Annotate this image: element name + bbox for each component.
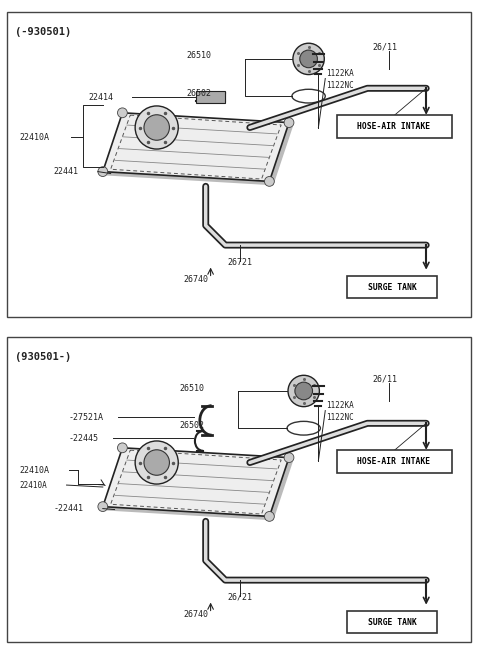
Polygon shape	[107, 452, 293, 520]
Circle shape	[264, 512, 274, 521]
Text: 22410A: 22410A	[20, 133, 49, 142]
Text: 22414: 22414	[88, 93, 113, 102]
Polygon shape	[103, 448, 289, 516]
Circle shape	[295, 382, 312, 400]
Circle shape	[98, 502, 108, 512]
Text: (930501-): (930501-)	[14, 351, 71, 362]
Circle shape	[118, 108, 127, 118]
FancyBboxPatch shape	[337, 115, 452, 138]
Circle shape	[144, 450, 169, 475]
Text: SURGE TANK: SURGE TANK	[368, 283, 416, 292]
Polygon shape	[107, 117, 293, 185]
Text: 22441: 22441	[54, 167, 79, 176]
Text: 26502: 26502	[179, 420, 204, 430]
Circle shape	[98, 167, 108, 177]
Text: 26/11: 26/11	[372, 42, 397, 51]
FancyBboxPatch shape	[337, 450, 452, 473]
Circle shape	[293, 43, 324, 75]
Text: 22410A: 22410A	[20, 466, 49, 475]
Text: 26740: 26740	[183, 610, 208, 620]
FancyBboxPatch shape	[7, 12, 471, 317]
Circle shape	[288, 375, 319, 407]
FancyBboxPatch shape	[347, 612, 437, 633]
Text: 1122NC: 1122NC	[326, 81, 354, 90]
Circle shape	[300, 50, 317, 68]
Circle shape	[264, 177, 274, 187]
Text: 1122NC: 1122NC	[326, 413, 354, 422]
Circle shape	[284, 118, 294, 127]
Circle shape	[118, 443, 127, 453]
Polygon shape	[103, 113, 289, 181]
Text: 1122KA: 1122KA	[326, 401, 354, 409]
Text: 26/21: 26/21	[228, 593, 252, 602]
Text: 22410A: 22410A	[20, 480, 47, 489]
Text: 26510: 26510	[179, 384, 204, 392]
Circle shape	[135, 106, 178, 149]
Text: 1122KA: 1122KA	[326, 68, 354, 78]
Circle shape	[144, 115, 169, 140]
Text: -22445: -22445	[69, 434, 98, 443]
FancyBboxPatch shape	[347, 277, 437, 298]
Text: 26502: 26502	[186, 89, 211, 98]
FancyBboxPatch shape	[196, 91, 225, 103]
Text: 26721: 26721	[228, 258, 252, 267]
Text: -27521A: -27521A	[69, 413, 104, 422]
FancyBboxPatch shape	[7, 337, 471, 642]
Text: HOSE-AIR INTAKE: HOSE-AIR INTAKE	[357, 457, 431, 466]
Text: -22441: -22441	[54, 504, 84, 513]
Text: (-930501): (-930501)	[14, 26, 71, 37]
Text: 26740: 26740	[183, 275, 208, 284]
Circle shape	[284, 453, 294, 463]
Text: SURGE TANK: SURGE TANK	[368, 618, 416, 627]
Circle shape	[135, 441, 178, 484]
Text: 26510: 26510	[186, 51, 211, 60]
Text: HOSE-AIR INTAKE: HOSE-AIR INTAKE	[357, 122, 431, 131]
Text: 26/11: 26/11	[372, 374, 397, 383]
